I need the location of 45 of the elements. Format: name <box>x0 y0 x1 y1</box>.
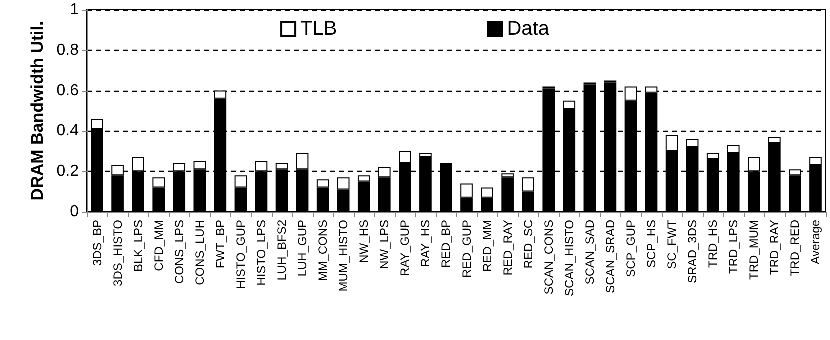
y-axis-title: DRAM Bandwidth Util. <box>28 21 47 201</box>
x-tick-label: 3DS_HISTO <box>110 220 125 286</box>
y-tick-label: 1 <box>70 2 80 18</box>
x-tick-label: TRD_RAY <box>768 220 782 276</box>
x-tick-label: TRD_MUM <box>747 220 762 280</box>
x-tick-label: RAY_HS <box>418 220 433 268</box>
y-tick-label: 0.8 <box>56 42 80 59</box>
x-tick-label: TRD_RED <box>788 220 802 277</box>
x-tick-label: SCAN_SAD <box>582 220 597 285</box>
x-tick-label: Average <box>808 220 823 264</box>
x-tick-label: FWT_BP <box>213 220 228 269</box>
x-tick-label: CONS_LUH <box>192 220 207 286</box>
x-tick-label: RED_RAY <box>500 220 515 276</box>
x-tick-label: RED_BP <box>439 220 454 268</box>
x-tick-label: TRD_LPS <box>726 220 741 274</box>
x-tick-label: SCAN_HISTO <box>562 220 576 296</box>
x-tick-label: LUH_GUP <box>296 220 310 277</box>
x-tick-label: SCAN_CONS <box>542 220 556 295</box>
x-tick-label: RED_MM <box>480 220 494 272</box>
x-tick-label: TRD_HS <box>706 220 720 268</box>
x-tick-label: RAY_GUP <box>398 220 412 276</box>
x-tick-label: SCP_HS <box>644 220 659 268</box>
x-tick-label: MM_CONS <box>316 220 330 282</box>
legend-label: TLB <box>300 18 338 40</box>
y-tick-label: 0 <box>70 204 80 220</box>
x-tick-label: CONS_LPS <box>172 220 186 284</box>
x-tick-label: LUH_BFS2 <box>275 220 290 281</box>
x-tick-label: HISTO_GUP <box>234 220 248 290</box>
x-tick-label: 3DS_BP <box>90 220 104 266</box>
x-tick-label: RED_SC <box>521 220 536 269</box>
x-tick-label: RED_GUP <box>460 220 474 278</box>
x-tick-label: SCAN_SRAD <box>603 220 618 294</box>
y-tick-label: 0.4 <box>56 122 80 140</box>
x-tick-label: HISTO_LPS <box>254 220 268 286</box>
y-tick-label: 0.6 <box>56 82 80 100</box>
y-tick-label: 0.2 <box>56 163 80 180</box>
x-tick-label: MUM_HISTO <box>336 220 351 292</box>
legend-label: Data <box>507 18 550 40</box>
x-tick-label: SC_FWT <box>665 219 680 270</box>
x-tick-label: SCP_GUP <box>624 220 638 278</box>
x-tick-label: SRAD_3DS <box>686 220 700 284</box>
x-tick-label: BLK_LPS <box>131 220 146 272</box>
x-tick-label: NW_LPS <box>378 220 392 270</box>
x-tick-label: NW_HS <box>357 220 372 264</box>
x-tick-label: CFD_MM <box>152 220 166 272</box>
